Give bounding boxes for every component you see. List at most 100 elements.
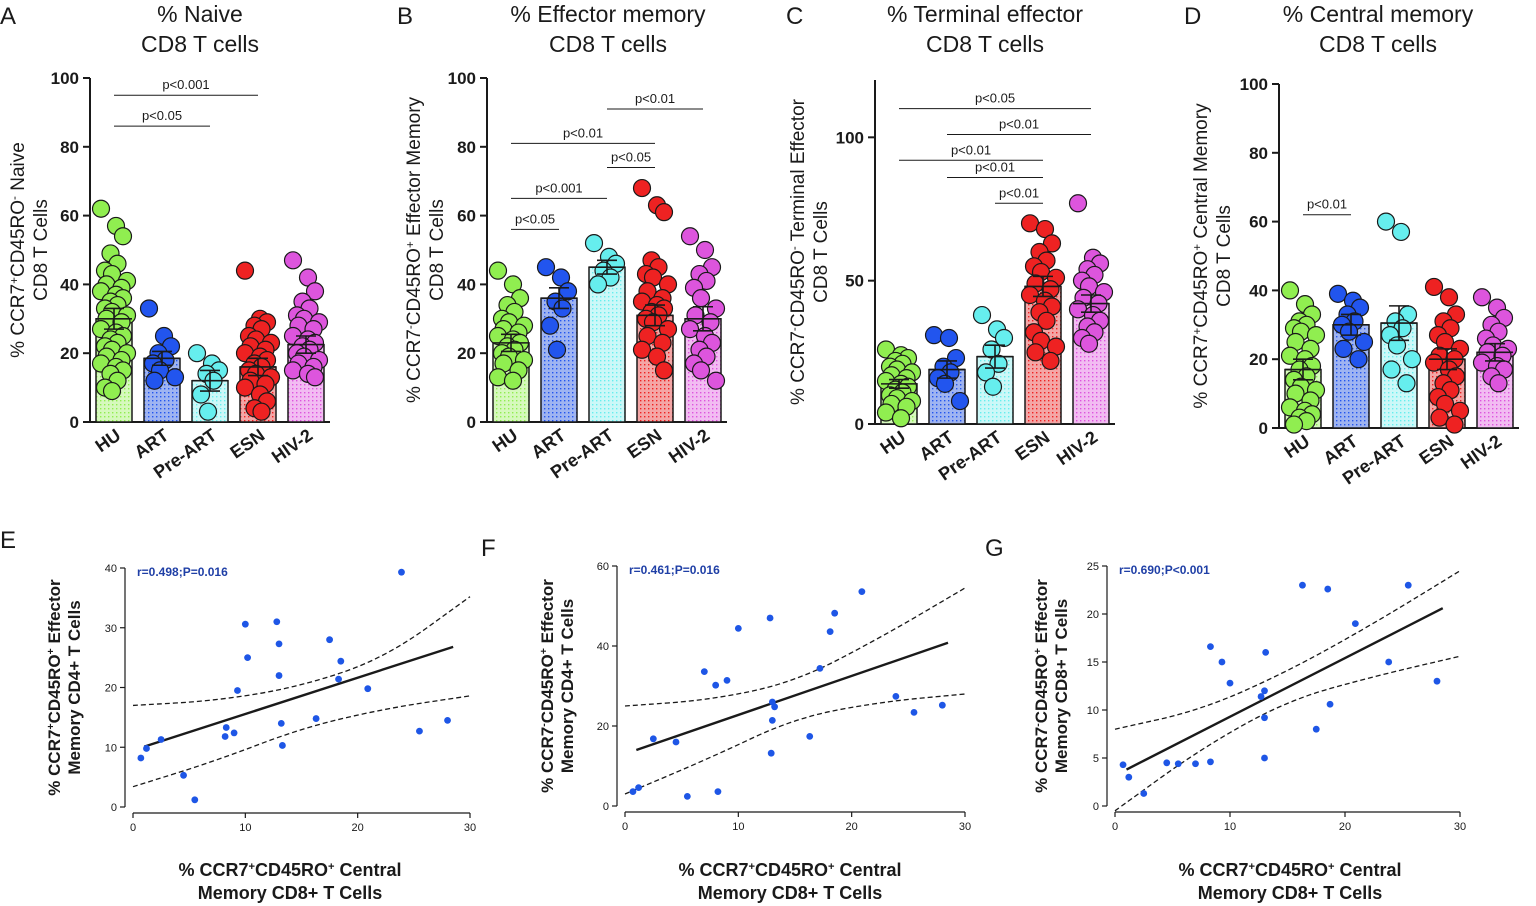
scatter-point: [312, 715, 320, 722]
scatter-point: [767, 749, 775, 757]
data-point: [654, 361, 674, 380]
scatter-point: [1261, 714, 1268, 722]
y-axis-label-part: +: [45, 648, 57, 654]
data-point: [632, 178, 652, 198]
y-tick-label: 60: [597, 561, 609, 573]
ci-lower-curve: [624, 693, 966, 795]
data-point: [1328, 284, 1348, 303]
x-axis-label-part: +: [328, 861, 335, 873]
scatter-point: [672, 738, 680, 746]
x-axis-label: % CCR7+CD45RO+ Central: [178, 860, 401, 880]
y-axis-label-part: Effector: [1032, 579, 1051, 648]
x-axis-label-line2: Memory CD8+ T Cells: [698, 883, 883, 903]
scatter-point: [938, 701, 946, 709]
y-axis-label-part: Effector: [538, 579, 557, 648]
x-category-label: ESN: [1012, 427, 1054, 465]
y-tick-label: 40: [105, 563, 117, 575]
data-point: [488, 368, 508, 387]
y-tick-label: 20: [1249, 350, 1268, 369]
x-tick-label: 20: [846, 821, 858, 833]
data-point: [983, 377, 1003, 396]
scatter-point: [191, 796, 199, 804]
y-tick-label: 40: [457, 275, 476, 294]
scatter-point: [137, 754, 145, 762]
x-tick-label: 0: [622, 821, 628, 833]
regression-line: [143, 645, 454, 748]
scatter-point: [1207, 643, 1214, 651]
scatter-point: [1163, 759, 1171, 767]
scatter-point: [221, 733, 229, 740]
data-point: [1387, 336, 1407, 355]
data-point: [972, 305, 992, 325]
scatter-point: [416, 727, 423, 735]
data-point: [1382, 360, 1401, 379]
data-point: [235, 261, 255, 280]
x-axis-label-part: Central: [335, 860, 402, 880]
p-value-label: p<0.05: [975, 91, 1015, 106]
y-axis-label-line2: Memory CD4+ T Cells: [558, 599, 577, 773]
y-tick-label: 20: [457, 344, 476, 363]
scatter-point: [157, 736, 165, 743]
scatter-point: [326, 636, 333, 644]
x-tick-label: 10: [732, 821, 744, 833]
x-category-label: HIV-2: [665, 425, 713, 467]
data-point: [1026, 343, 1045, 362]
data-point: [488, 261, 508, 280]
data-point: [1430, 408, 1449, 427]
data-point: [1376, 212, 1396, 231]
ci-upper-curve: [1114, 570, 1461, 730]
x-axis-label-line2: Memory CD8+ T Cells: [1198, 883, 1383, 903]
scatter-point: [143, 745, 150, 752]
data-point: [706, 371, 726, 390]
p-value-label: p<0.05: [142, 108, 182, 123]
scatter-point: [1218, 658, 1226, 666]
y-tick-label: 60: [60, 207, 79, 226]
x-category-label: HU: [92, 425, 125, 456]
x-tick-label: 0: [1112, 821, 1118, 833]
data-point: [680, 320, 700, 339]
x-category-label: HIV-2: [1053, 427, 1101, 469]
scatter-point: [275, 640, 283, 648]
scatter-point: [712, 681, 720, 689]
y-axis-label-part: -: [788, 327, 801, 331]
scatter-point: [1257, 693, 1265, 700]
p-value-label: p<0.01: [999, 185, 1039, 200]
data-point: [891, 409, 911, 428]
x-category-label: ESN: [624, 425, 666, 463]
scatter-point: [275, 672, 283, 679]
scatter-point: [816, 665, 824, 672]
x-axis-label-part: CD45RO: [755, 860, 828, 880]
panel-title-line: % Central memory: [1283, 1, 1474, 27]
panel-letter: E: [0, 527, 16, 554]
panel-letter: C: [786, 3, 803, 30]
scatter-point: [768, 717, 776, 724]
y-axis-label-part: % CCR7: [404, 329, 425, 403]
y-tick-label: 100: [448, 69, 476, 88]
data-point: [1042, 234, 1062, 253]
y-tick-label: 0: [855, 415, 864, 434]
ci-lower-curve: [1114, 655, 1461, 812]
data-point: [1445, 415, 1464, 434]
scatter-point: [337, 657, 345, 665]
scatter-point: [1140, 790, 1148, 797]
correlation-stat: r=0.690;P<0.001: [1119, 563, 1210, 577]
y-tick-label: 25: [1087, 561, 1099, 573]
scatter-point: [244, 654, 251, 662]
y-tick-label: 50: [845, 272, 864, 291]
scatter-point: [234, 687, 241, 694]
x-axis-label-part: % CCR7: [178, 860, 248, 880]
y-axis-label-part: +: [1191, 328, 1204, 335]
scatter-point: [629, 788, 637, 795]
y-axis-label-part: CD45RO: [45, 654, 64, 723]
data-point: [1472, 288, 1492, 307]
data-point: [1424, 277, 1444, 297]
y-axis-label-part: +: [1191, 244, 1204, 251]
y-axis-label: % CCR7-CD45RO+ Effector Memory: [404, 96, 426, 403]
x-category-label: HIV-2: [1457, 431, 1505, 473]
y-tick-label: 40: [1249, 281, 1268, 300]
scatter-point: [1326, 700, 1334, 708]
y-tick-label: 60: [457, 207, 476, 226]
